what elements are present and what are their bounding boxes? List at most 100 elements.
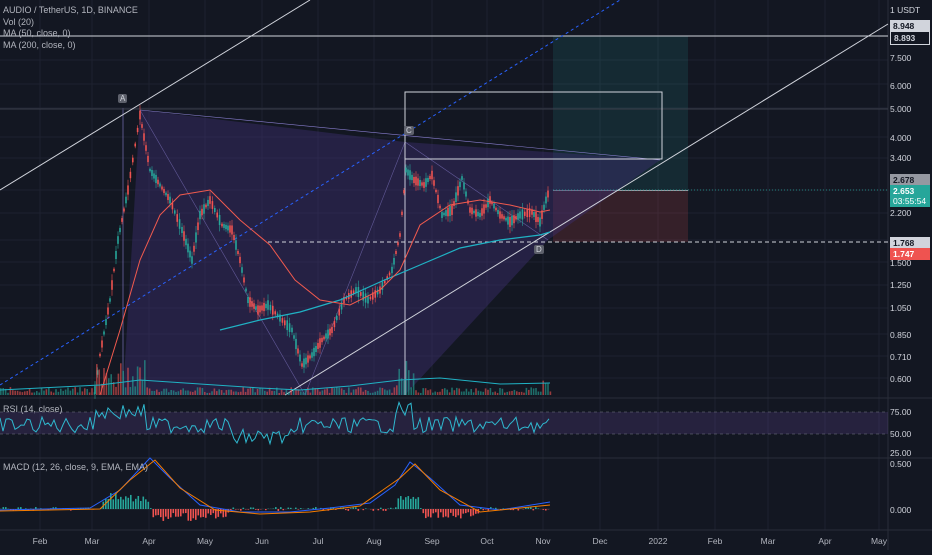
volume-bar — [266, 392, 268, 395]
candle-body — [443, 213, 445, 216]
macd-axis-label: 0.000 — [886, 505, 930, 515]
volume-bar — [271, 391, 273, 395]
stop-badge: 1.747 — [890, 248, 930, 260]
volume-bar — [46, 389, 48, 395]
volume-bar — [17, 391, 19, 395]
pattern-point-c[interactable]: C — [404, 126, 414, 135]
candle-body — [165, 193, 167, 196]
candle-body — [421, 182, 423, 185]
volume-bar — [372, 393, 374, 395]
candle-body — [257, 305, 259, 314]
candle-body — [331, 327, 333, 333]
candle-body — [384, 281, 386, 284]
volume-bar — [257, 389, 259, 395]
symbol-title[interactable]: AUDIO / TetherUS, 1D, BINANCE — [3, 5, 138, 17]
volume-bar — [319, 392, 321, 395]
candle-body — [397, 242, 399, 245]
countdown-badge: 03:55:54 — [890, 195, 930, 207]
macd-title[interactable]: MACD (12, 26, close, 9, EMA, EMA) — [3, 462, 148, 472]
volume-bar — [391, 393, 393, 395]
volume-bar — [142, 380, 144, 395]
candle-body — [123, 208, 125, 211]
macd-hist-bar — [438, 509, 440, 518]
candle-body — [433, 180, 435, 186]
candle-body — [167, 194, 169, 200]
pattern-point-d[interactable]: D — [534, 245, 544, 254]
candle-body — [543, 205, 545, 210]
vol-legend[interactable]: Vol (20) — [3, 17, 138, 29]
volume-bar — [432, 393, 434, 395]
candle-body — [191, 256, 193, 263]
volume-bar — [367, 391, 369, 395]
macd-hist-bar — [160, 509, 162, 517]
macd-hist-bar — [243, 508, 245, 509]
candle-body — [105, 319, 107, 325]
candle-body — [501, 214, 503, 218]
volume-bar — [151, 391, 153, 395]
volume-bar — [108, 378, 110, 395]
pattern-fill-right — [405, 142, 660, 395]
volume-bar — [305, 390, 307, 395]
candle-body — [229, 225, 231, 232]
volume-bar — [511, 391, 513, 395]
volume-bar — [245, 392, 247, 395]
candle-body — [151, 170, 153, 176]
macd-hist-bar — [163, 509, 165, 521]
volume-bar — [487, 390, 489, 395]
rsi-title[interactable]: RSI (14, close) — [3, 404, 63, 414]
volume-bar — [290, 387, 292, 395]
macd-hist-bar — [225, 509, 227, 517]
macd-hist-bar — [135, 499, 137, 509]
candle-body — [253, 303, 255, 309]
candle-body — [415, 177, 417, 186]
volume-bar — [144, 360, 146, 395]
candle-body — [311, 352, 313, 357]
macd-hist-bar — [118, 499, 120, 509]
candle-body — [419, 180, 421, 186]
ma200-legend[interactable]: MA (200, close, 0) — [3, 40, 138, 52]
candle-body — [291, 328, 293, 333]
time-axis-label: Apr — [818, 536, 831, 546]
volume-bar — [526, 388, 528, 395]
volume-bar — [22, 392, 24, 395]
candle-body — [239, 257, 241, 263]
macd-hist-bar — [233, 507, 235, 509]
candle-body — [247, 297, 249, 303]
candle-body — [321, 338, 323, 342]
macd-hist-bar — [125, 496, 127, 509]
volume-bar — [77, 392, 79, 395]
volume-bar — [190, 391, 192, 395]
candle-body — [319, 338, 321, 348]
macd-hist-bar — [123, 500, 125, 509]
macd-hist-bar — [298, 509, 300, 510]
volume-bar — [149, 388, 151, 395]
macd-hist-bar — [113, 499, 115, 509]
volume-bar — [427, 390, 429, 395]
volume-bar — [410, 387, 412, 395]
candle-body — [155, 175, 157, 183]
volume-bar — [403, 381, 405, 395]
macd-hist-bar — [358, 509, 360, 511]
volume-bar — [326, 388, 328, 395]
candle-body — [334, 321, 336, 327]
ma50-legend[interactable]: MA (50, close, 0) — [3, 28, 138, 40]
volume-bar — [370, 393, 372, 395]
volume-bar — [550, 391, 552, 395]
candle-body — [295, 339, 297, 349]
candle-body — [183, 231, 185, 240]
volume-bar — [12, 390, 14, 395]
candle-body — [117, 236, 119, 244]
pattern-point-a[interactable]: A — [118, 94, 127, 103]
candle-body — [309, 355, 311, 358]
volume-bar — [230, 390, 232, 395]
macd-hist-bar — [138, 496, 140, 509]
candle-body — [243, 277, 245, 282]
macd-hist-bar — [530, 507, 532, 509]
candle-body — [391, 267, 393, 273]
volume-bar — [216, 391, 218, 395]
candle-body — [301, 363, 303, 366]
candle-body — [338, 309, 340, 316]
rsi-axis-label: 50.00 — [886, 429, 930, 439]
candle-body — [489, 196, 491, 204]
price-axis-label: 3.400 — [886, 153, 930, 163]
